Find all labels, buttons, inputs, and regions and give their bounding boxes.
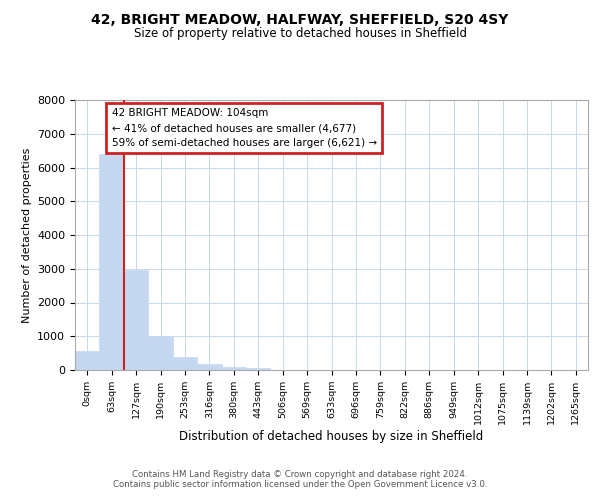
Bar <box>124 270 148 370</box>
Text: 42, BRIGHT MEADOW, HALFWAY, SHEFFIELD, S20 4SY: 42, BRIGHT MEADOW, HALFWAY, SHEFFIELD, S… <box>91 12 509 26</box>
X-axis label: Distribution of detached houses by size in Sheffield: Distribution of detached houses by size … <box>179 430 484 442</box>
Text: Contains HM Land Registry data © Crown copyright and database right 2024.
Contai: Contains HM Land Registry data © Crown c… <box>113 470 487 489</box>
Bar <box>148 336 173 370</box>
Bar <box>197 364 221 370</box>
Bar <box>75 352 100 370</box>
Text: 42 BRIGHT MEADOW: 104sqm
← 41% of detached houses are smaller (4,677)
59% of sem: 42 BRIGHT MEADOW: 104sqm ← 41% of detach… <box>112 108 377 148</box>
Y-axis label: Number of detached properties: Number of detached properties <box>22 148 32 322</box>
Bar <box>173 357 197 370</box>
Text: Size of property relative to detached houses in Sheffield: Size of property relative to detached ho… <box>133 28 467 40</box>
Bar <box>100 154 124 370</box>
Bar <box>246 368 271 370</box>
Bar <box>221 366 246 370</box>
